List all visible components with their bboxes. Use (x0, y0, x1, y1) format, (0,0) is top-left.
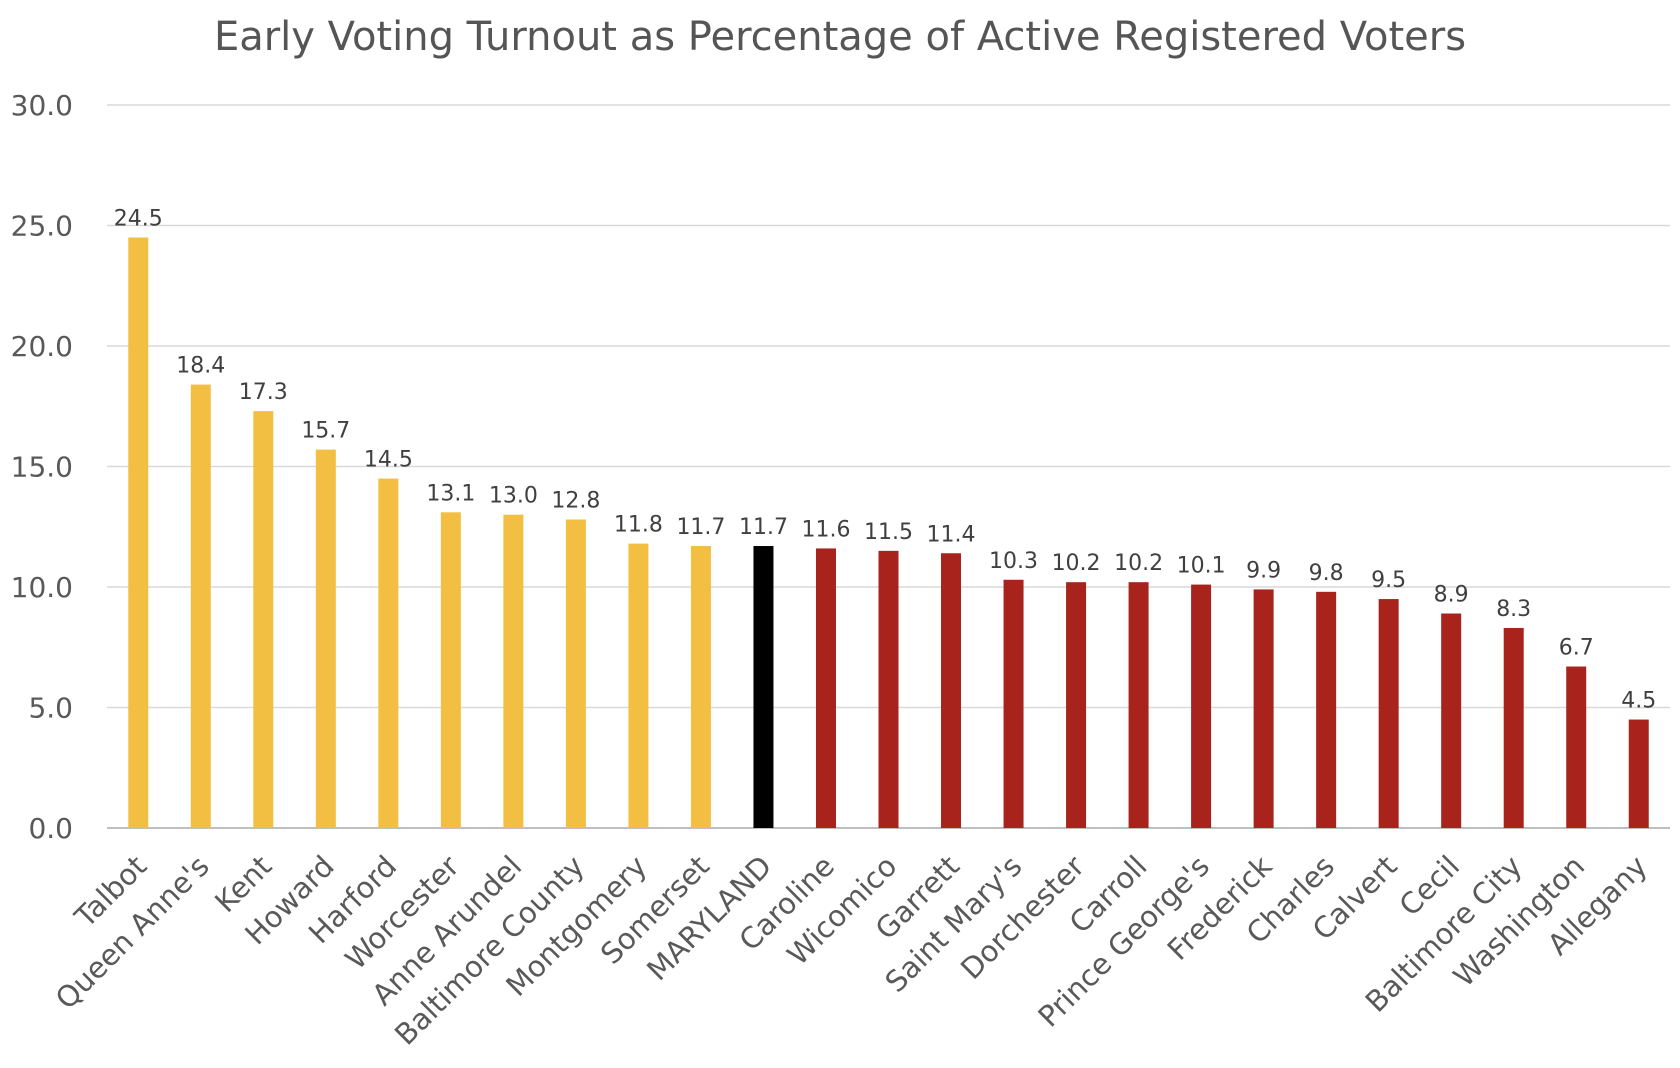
bar-charles (1316, 591, 1337, 828)
bar-calvert (1378, 599, 1399, 828)
data-label: 11.5 (864, 520, 913, 545)
bar-cecil (1441, 613, 1462, 828)
data-label: 10.2 (1052, 551, 1101, 576)
data-label: 9.5 (1371, 568, 1406, 593)
y-tick-label: 20.0 (11, 330, 73, 363)
y-tick-label: 0.0 (28, 812, 73, 845)
data-label: 8.9 (1434, 583, 1469, 608)
bar-baltimore-city (1503, 627, 1524, 828)
data-label: 4.5 (1621, 689, 1656, 714)
data-label: 11.7 (739, 515, 788, 540)
bar-prince-george-s (1191, 584, 1212, 828)
bar-dorchester (1066, 582, 1087, 828)
data-label: 10.3 (989, 549, 1038, 574)
data-label: 11.4 (927, 522, 976, 547)
data-label: 13.1 (426, 481, 475, 506)
data-label: 11.7 (676, 515, 725, 540)
bar-montgomery (628, 543, 649, 828)
data-label: 10.1 (1177, 554, 1226, 579)
bar-allegany (1628, 719, 1649, 828)
bar-frederick (1253, 589, 1274, 828)
bar-carroll (1128, 582, 1149, 828)
bar-howard (315, 449, 336, 828)
data-label: 15.7 (301, 419, 350, 444)
data-label: 11.6 (801, 517, 850, 542)
data-label: 18.4 (176, 354, 225, 379)
bar-caroline (815, 548, 836, 828)
data-label: 12.8 (551, 489, 600, 514)
data-label: 6.7 (1559, 636, 1594, 661)
data-label: 9.9 (1246, 558, 1281, 583)
y-tick-label: 10.0 (11, 571, 73, 604)
data-label: 9.8 (1309, 561, 1344, 586)
bar-talbot (128, 237, 149, 829)
bar-somerset (690, 546, 711, 828)
y-tick-label: 25.0 (11, 210, 73, 243)
data-label: 8.3 (1496, 597, 1531, 622)
bar-saint-mary-s (1003, 579, 1024, 828)
data-label: 10.2 (1114, 551, 1163, 576)
data-label: 13.0 (489, 484, 538, 509)
bar-queen-anne-s (190, 384, 211, 828)
bar-worcester (440, 512, 461, 828)
data-label: 17.3 (239, 380, 288, 405)
bar-maryland (753, 546, 774, 828)
data-label: 14.5 (364, 448, 413, 473)
bar-kent (253, 411, 274, 828)
bar-harford (378, 478, 399, 828)
y-tick-label: 30.0 (11, 89, 73, 122)
bar-washington (1566, 666, 1587, 828)
bar-baltimore-county (565, 519, 586, 828)
bar-anne-arundel (503, 514, 524, 828)
bar-garrett (941, 553, 962, 828)
data-label: 24.5 (114, 207, 163, 232)
data-label: 11.8 (614, 513, 663, 538)
y-tick-label: 5.0 (28, 692, 73, 725)
chart-title: Early Voting Turnout as Percentage of Ac… (213, 14, 1467, 60)
bar-wicomico (878, 550, 899, 828)
y-tick-label: 15.0 (11, 451, 73, 484)
